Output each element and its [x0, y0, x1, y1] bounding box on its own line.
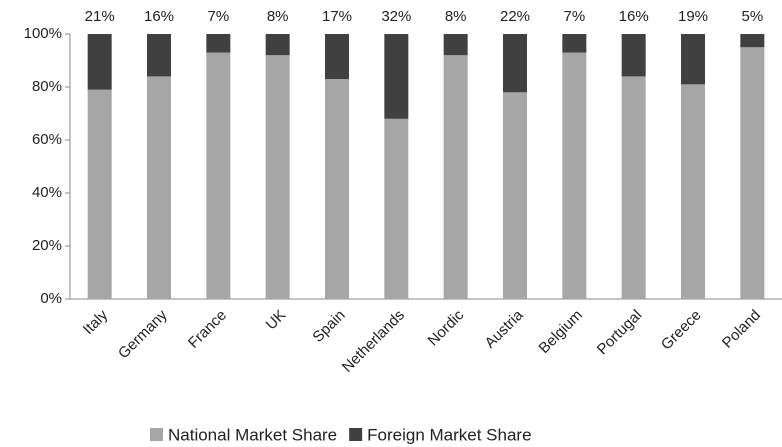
bar-segment: [206, 52, 231, 299]
data-label: 22%: [500, 8, 530, 25]
x-tick-label: Poland: [719, 307, 764, 352]
data-label: 32%: [381, 8, 411, 25]
bar-segment: [443, 55, 468, 300]
y-tick-label: 20%: [32, 237, 62, 254]
legend-swatch: [349, 428, 363, 441]
x-tick-label: Nordic: [425, 306, 468, 349]
bar-segment: [740, 34, 765, 48]
bar-segment: [384, 118, 409, 299]
bar-segment: [681, 34, 705, 85]
data-label: 16%: [144, 8, 174, 25]
bar-segment: [681, 84, 705, 299]
y-tick-label: 80%: [32, 78, 62, 95]
bar-segment: [265, 34, 290, 56]
bar-segment: [206, 34, 231, 53]
data-label: 19%: [678, 8, 708, 25]
bar-segment: [147, 76, 171, 300]
x-tick-label: Belgium: [536, 307, 586, 357]
bar-segment: [147, 34, 171, 77]
data-label: 8%: [267, 8, 289, 25]
y-tick-label: 100%: [24, 25, 62, 42]
legend-label: National Market Share: [168, 425, 337, 444]
y-tick-label: 40%: [32, 184, 62, 201]
bar-segment: [265, 55, 290, 300]
legend-swatch: [150, 428, 163, 441]
bar-segment: [325, 79, 349, 299]
x-tick-label: UK: [263, 307, 290, 334]
x-tick-label: Portugal: [594, 307, 646, 359]
y-tick-label: 0%: [40, 290, 62, 307]
data-label: 21%: [85, 8, 115, 25]
x-tick-label: Spain: [309, 307, 348, 346]
bar-segment: [87, 89, 112, 300]
legend-label: Foreign Market Share: [367, 425, 531, 444]
x-tick-label: Netherlands: [339, 307, 408, 376]
x-tick-label: France: [185, 307, 230, 352]
x-tick-label: Greece: [658, 307, 705, 354]
bar-segment: [562, 34, 587, 53]
bar-segment: [503, 34, 527, 93]
bar-segment: [443, 34, 468, 56]
x-tick-label: Austria: [482, 306, 527, 351]
bar-segment: [384, 34, 409, 119]
bar-segment: [621, 34, 646, 77]
y-tick-label: 60%: [32, 131, 62, 148]
data-label: 7%: [207, 8, 229, 25]
bar-segment: [562, 52, 587, 299]
data-label: 17%: [322, 8, 352, 25]
data-label: 7%: [563, 8, 585, 25]
data-label: 8%: [445, 8, 467, 25]
bar-segment: [325, 34, 349, 80]
data-label: 16%: [619, 8, 649, 25]
bar-segment: [503, 92, 527, 299]
bar-segment: [740, 47, 765, 299]
x-tick-label: Italy: [80, 306, 112, 338]
data-label: 5%: [741, 8, 763, 25]
x-tick-label: Germany: [115, 306, 171, 362]
bar-segment: [87, 34, 112, 90]
bar-segment: [621, 76, 646, 300]
